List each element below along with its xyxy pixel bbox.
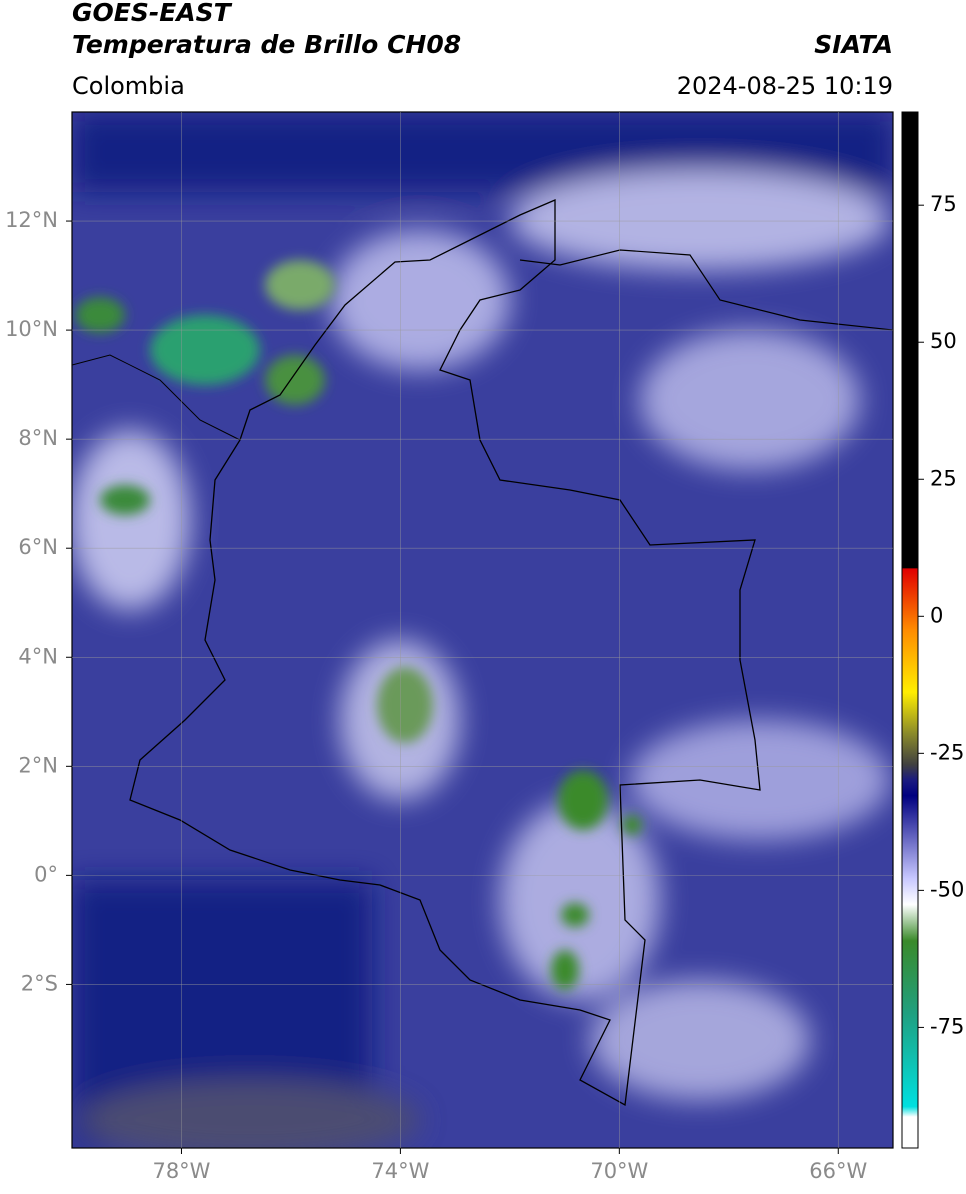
x-tick-label: 70°W bbox=[590, 1159, 648, 1183]
y-tick-label: 4°N bbox=[18, 644, 58, 668]
x-tick-label: 74°W bbox=[371, 1159, 429, 1183]
datetime: 2024-08-25 10:19 bbox=[677, 72, 893, 100]
y-tick-label: 6°N bbox=[18, 535, 58, 559]
colorbar bbox=[901, 111, 919, 1149]
colorbar-label: -50 bbox=[930, 877, 964, 901]
colorbar-label: 25 bbox=[930, 466, 957, 490]
title: GOES-EAST bbox=[72, 0, 233, 27]
colorbar-label: 50 bbox=[930, 329, 957, 353]
subtitle: Temperatura de Brillo CH08 bbox=[72, 30, 461, 59]
colorbar-label: -25 bbox=[930, 740, 964, 764]
y-tick-label: 2°N bbox=[18, 753, 58, 777]
colorbar-label: 75 bbox=[930, 192, 957, 216]
y-tick-label: 10°N bbox=[5, 317, 58, 341]
y-tick-label: 0° bbox=[34, 862, 58, 886]
map-frame bbox=[71, 111, 894, 1149]
colorbar-label: 0 bbox=[930, 603, 943, 627]
colorbar-label: -75 bbox=[930, 1014, 964, 1038]
y-tick-label: 8°N bbox=[18, 426, 58, 450]
x-tick-label: 66°W bbox=[809, 1159, 867, 1183]
x-tick-label: 78°W bbox=[152, 1159, 210, 1183]
y-tick-label: 2°S bbox=[21, 971, 58, 995]
y-tick-label: 12°N bbox=[5, 208, 58, 232]
source: SIATA bbox=[814, 30, 893, 59]
region: Colombia bbox=[72, 72, 185, 100]
satellite-image bbox=[72, 112, 893, 1148]
